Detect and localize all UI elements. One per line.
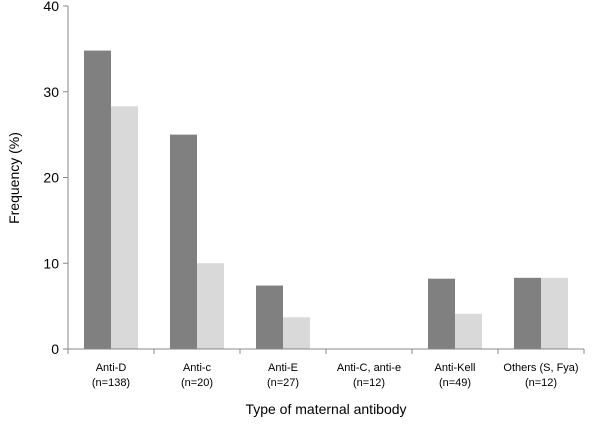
x-tick-sublabel: (n=20) — [181, 377, 213, 389]
y-tick-label: 10 — [43, 255, 59, 271]
x-tick-label: Anti-E — [268, 362, 298, 374]
x-tick-sublabel: (n=27) — [267, 377, 299, 389]
bar-series1-5 — [514, 277, 541, 349]
bar-series2-2 — [283, 317, 310, 349]
y-tick-label: 40 — [43, 0, 59, 14]
y-ticks-group: 0 10 20 30 40 — [43, 0, 68, 357]
y-tick-label: 0 — [51, 341, 59, 357]
bar-series2-1 — [197, 263, 224, 349]
x-tick-sublabel: (n=49) — [439, 377, 471, 389]
x-tick-sublabel: (n=12) — [525, 377, 557, 389]
x-tick-label: Others (S, Fya) — [503, 362, 578, 374]
x-tick-label: Anti-D — [96, 362, 127, 374]
bar-series1-4 — [428, 278, 455, 349]
x-tick-label: Anti-c — [183, 362, 212, 374]
x-tick-label: Anti-C, anti-e — [337, 362, 401, 374]
bar-series2-5 — [541, 277, 568, 349]
bar-series1-1 — [170, 134, 197, 349]
bar-series1-0 — [84, 50, 111, 350]
bar-series2-4 — [455, 313, 482, 349]
y-axis-label: Frequency (%) — [6, 132, 22, 224]
bar-series2-0 — [111, 106, 138, 349]
bars-group — [84, 50, 568, 350]
y-tick-label: 30 — [43, 84, 59, 100]
bar-series1-2 — [256, 285, 283, 349]
y-tick-label: 20 — [43, 170, 59, 186]
x-tick-sublabel: (n=138) — [92, 377, 130, 389]
x-tick-label: Anti-Kell — [435, 362, 476, 374]
x-axis-label: Type of maternal antibody — [245, 401, 406, 417]
x-ticks-group: Anti-D (n=138) Anti-c (n=20) Anti-E (n=27) Ant… — [67, 349, 585, 389]
x-tick-sublabel: (n=12) — [353, 377, 385, 389]
